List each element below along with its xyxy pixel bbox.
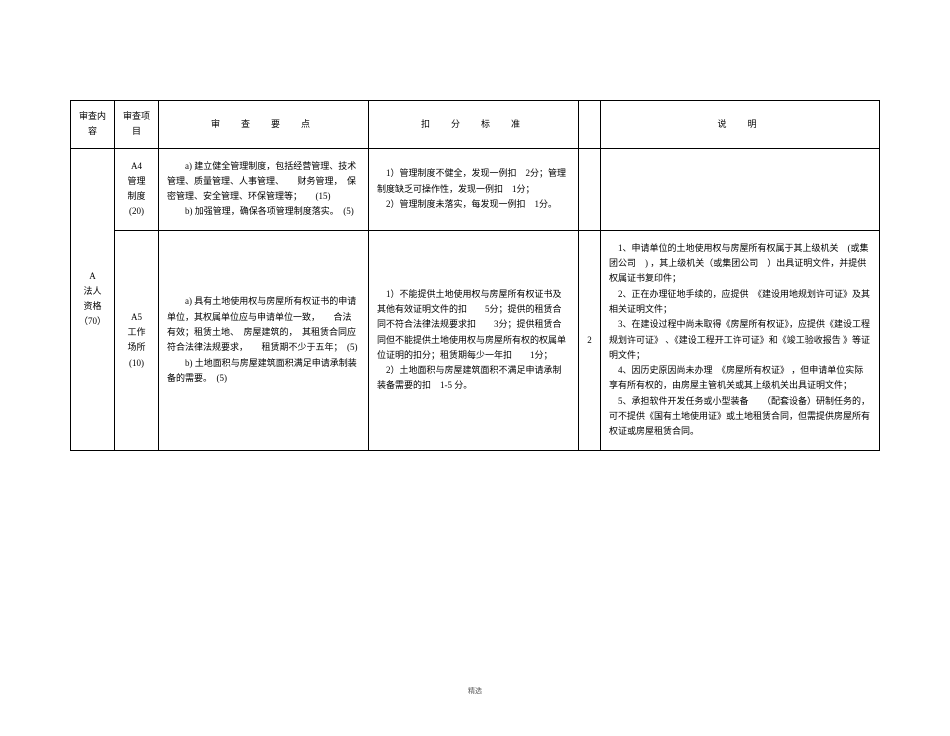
item-a4-notes <box>601 148 880 230</box>
item-a4-deduction: 1）管理制度不健全，发现一例扣 2分；管理制度缺乏可操作性，发现一例扣 1分； … <box>369 148 579 230</box>
header-points: 审 查 要 点 <box>159 101 369 149</box>
header-blank <box>579 101 601 149</box>
table-row: A法人资格（70） A4管理制度(20) a) 建立健全管理制度，包括经营管理、… <box>71 148 880 230</box>
review-criteria-table: 审查内容 审查项目 审 查 要 点 扣 分 标 准 说 明 A法人资格（70） … <box>70 100 880 451</box>
item-a4-blank <box>579 148 601 230</box>
item-a5-label: A5工作场所(10) <box>115 230 159 450</box>
item-a4-label: A4管理制度(20) <box>115 148 159 230</box>
header-notes: 说 明 <box>601 101 880 149</box>
item-a5-value: 2 <box>579 230 601 450</box>
item-a5-deduction: 1）不能提供土地使用权与房屋所有权证书及其他有效证明文件的扣 5分；提供的租赁合… <box>369 230 579 450</box>
table-row: A5工作场所(10) a) 具有土地使用权与房屋所有权证书的申请单位，其权属单位… <box>71 230 880 450</box>
category-label: A法人资格（70） <box>71 148 115 450</box>
header-content: 审查内容 <box>71 101 115 149</box>
page-footer: 精选 <box>70 686 880 696</box>
item-a4-points: a) 建立健全管理制度，包括经营管理、技术管理、质量管理、人事管理、 财务管理，… <box>159 148 369 230</box>
header-deduction: 扣 分 标 准 <box>369 101 579 149</box>
header-item: 审查项目 <box>115 101 159 149</box>
item-a5-points: a) 具有土地使用权与房屋所有权证书的申请单位，其权属单位应与申请单位一致， 合… <box>159 230 369 450</box>
item-a5-notes: 1、申请单位的土地使用权与房屋所有权属于其上级机关 (或集团公司 ) ，其上级机… <box>601 230 880 450</box>
header-row: 审查内容 审查项目 审 查 要 点 扣 分 标 准 说 明 <box>71 101 880 149</box>
